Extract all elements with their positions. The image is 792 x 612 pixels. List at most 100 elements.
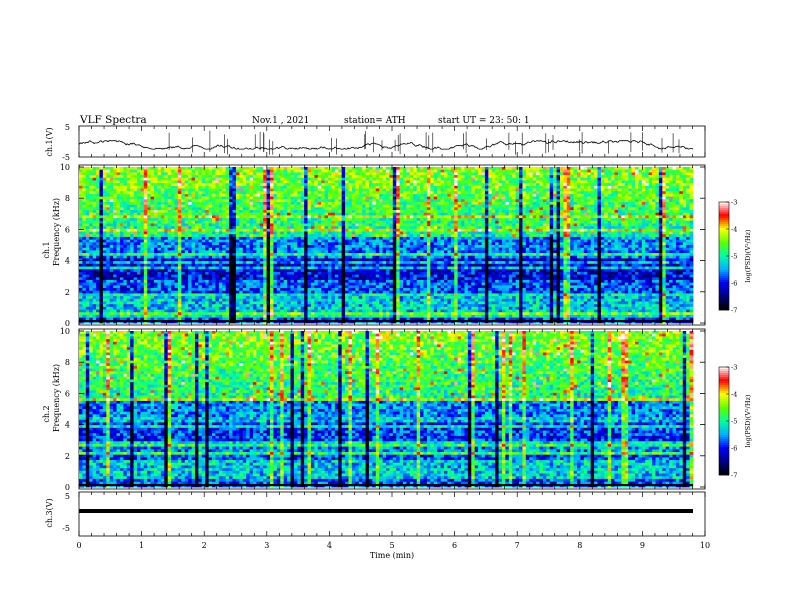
spectrogram-cell <box>478 191 482 195</box>
spectrogram-cell <box>478 167 482 171</box>
spectrogram-cell <box>488 234 493 238</box>
spectrogram-cell <box>553 212 557 216</box>
spectrogram-cell <box>498 215 503 219</box>
spectrogram-cell <box>379 180 383 184</box>
spectrogram-cell <box>307 199 312 203</box>
header-start-time: start UT = 23: 50: 1 <box>438 116 530 126</box>
spectrogram-cell <box>174 185 179 189</box>
spectrogram-cell <box>594 201 598 206</box>
spectrogram-cell <box>611 207 615 211</box>
spectrogram-cell <box>604 199 609 203</box>
spectrogram-cell <box>556 228 561 232</box>
spectrogram-cell <box>488 172 493 176</box>
spectrogram-cell <box>461 212 465 216</box>
spectrogram-cell <box>669 188 673 192</box>
spectrogram-cell <box>218 210 223 214</box>
spectrogram-cell <box>675 169 680 173</box>
spectrogram-cell <box>467 223 472 227</box>
spectrogram-cell <box>246 201 250 206</box>
spectrogram-cell <box>123 231 128 235</box>
spectrogram-cell <box>252 169 257 173</box>
spectrogram-cell <box>433 175 438 179</box>
spectrogram-cell <box>484 218 489 222</box>
spectrogram-cell <box>208 193 213 197</box>
spectrogram-cell <box>372 175 377 179</box>
spectrogram-cell <box>92 193 97 197</box>
spectrogram-cell <box>478 207 482 211</box>
spectrogram-cell <box>130 199 134 203</box>
spectrogram-cell <box>304 188 308 192</box>
spectrogram-cell <box>512 234 517 238</box>
spectrogram-cell <box>529 180 534 184</box>
spectrogram-cell <box>594 169 598 173</box>
spectrogram-cell <box>665 218 670 222</box>
spectrogram-cell <box>324 191 329 195</box>
spectrogram-cell <box>631 234 636 238</box>
spectrogram-cell <box>348 188 353 192</box>
spectrogram-cell <box>239 223 244 227</box>
spectrogram-cell <box>423 169 428 173</box>
spectrogram-cell <box>464 207 469 211</box>
spectrogram-cell <box>140 218 145 222</box>
spectrogram-cell <box>430 199 435 203</box>
spectrogram-cell <box>604 177 609 181</box>
spectrogram-cell <box>310 218 315 222</box>
spectrogram-cell <box>201 228 206 232</box>
spectrogram-cell <box>573 199 578 203</box>
spectrogram-cell <box>348 167 353 171</box>
spectrogram-cell <box>191 212 196 216</box>
spectrogram-cell <box>324 175 329 179</box>
spectrogram-cell <box>372 210 377 214</box>
spectrogram-cell <box>300 175 305 179</box>
spectrogram-cell <box>368 228 373 232</box>
spectrogram-cell <box>266 175 271 179</box>
spectrogram-cell <box>457 234 462 238</box>
spectrogram-cell <box>570 228 575 232</box>
spectrogram-cell <box>89 218 94 222</box>
spectrogram-cell <box>324 185 329 189</box>
spectrogram-cell <box>635 223 639 227</box>
spectrogram-cell <box>242 207 247 211</box>
spectrogram-cell <box>222 177 227 181</box>
spectrogram-cell <box>488 196 493 200</box>
spectrogram-cell <box>556 177 561 181</box>
spectrogram-cell <box>218 191 223 195</box>
spectrogram-cell <box>235 193 240 197</box>
spectrogram-cell <box>621 210 626 214</box>
spectrogram-cell <box>358 231 363 235</box>
spectrogram-cell <box>106 172 111 176</box>
spectrogram-cell <box>154 175 158 179</box>
spectrogram-cell <box>133 239 138 243</box>
spectrogram-cell <box>266 204 271 208</box>
spectrogram-cell <box>351 183 356 187</box>
spectrogram-cell <box>96 188 100 192</box>
spectrogram-cell <box>396 207 401 211</box>
spectrogram-cell <box>123 220 128 224</box>
spectrogram-cell <box>638 177 643 181</box>
spectrogram-cell <box>464 175 469 179</box>
spectrogram-cell <box>143 199 148 203</box>
spectrogram-cell <box>222 167 227 171</box>
spectrogram-cell <box>675 196 680 200</box>
spectrogram-cell <box>505 210 510 214</box>
spectrogram-cell <box>287 199 291 203</box>
spectrogram-cell <box>652 226 656 230</box>
spectrogram-cell <box>597 196 602 200</box>
spectrogram-cell <box>433 172 438 176</box>
spectrogram-cell <box>263 226 268 230</box>
spectrogram-cell <box>256 223 261 227</box>
spectrogram-cell <box>259 188 264 192</box>
spectrogram-cell <box>430 220 435 224</box>
spectrogram-cell <box>433 185 438 189</box>
spectrogram-cell <box>270 215 274 219</box>
spectrogram-cell <box>184 239 189 243</box>
spectrogram-cell <box>314 204 319 208</box>
spectrogram-cell <box>587 169 592 173</box>
spectrogram-cell <box>106 199 111 203</box>
spectrogram-cell <box>205 167 210 171</box>
spectrogram-cell <box>136 223 141 227</box>
spectrogram-cell <box>102 175 107 179</box>
spectrogram-cell <box>109 207 114 211</box>
spectrogram-cell <box>157 207 162 211</box>
